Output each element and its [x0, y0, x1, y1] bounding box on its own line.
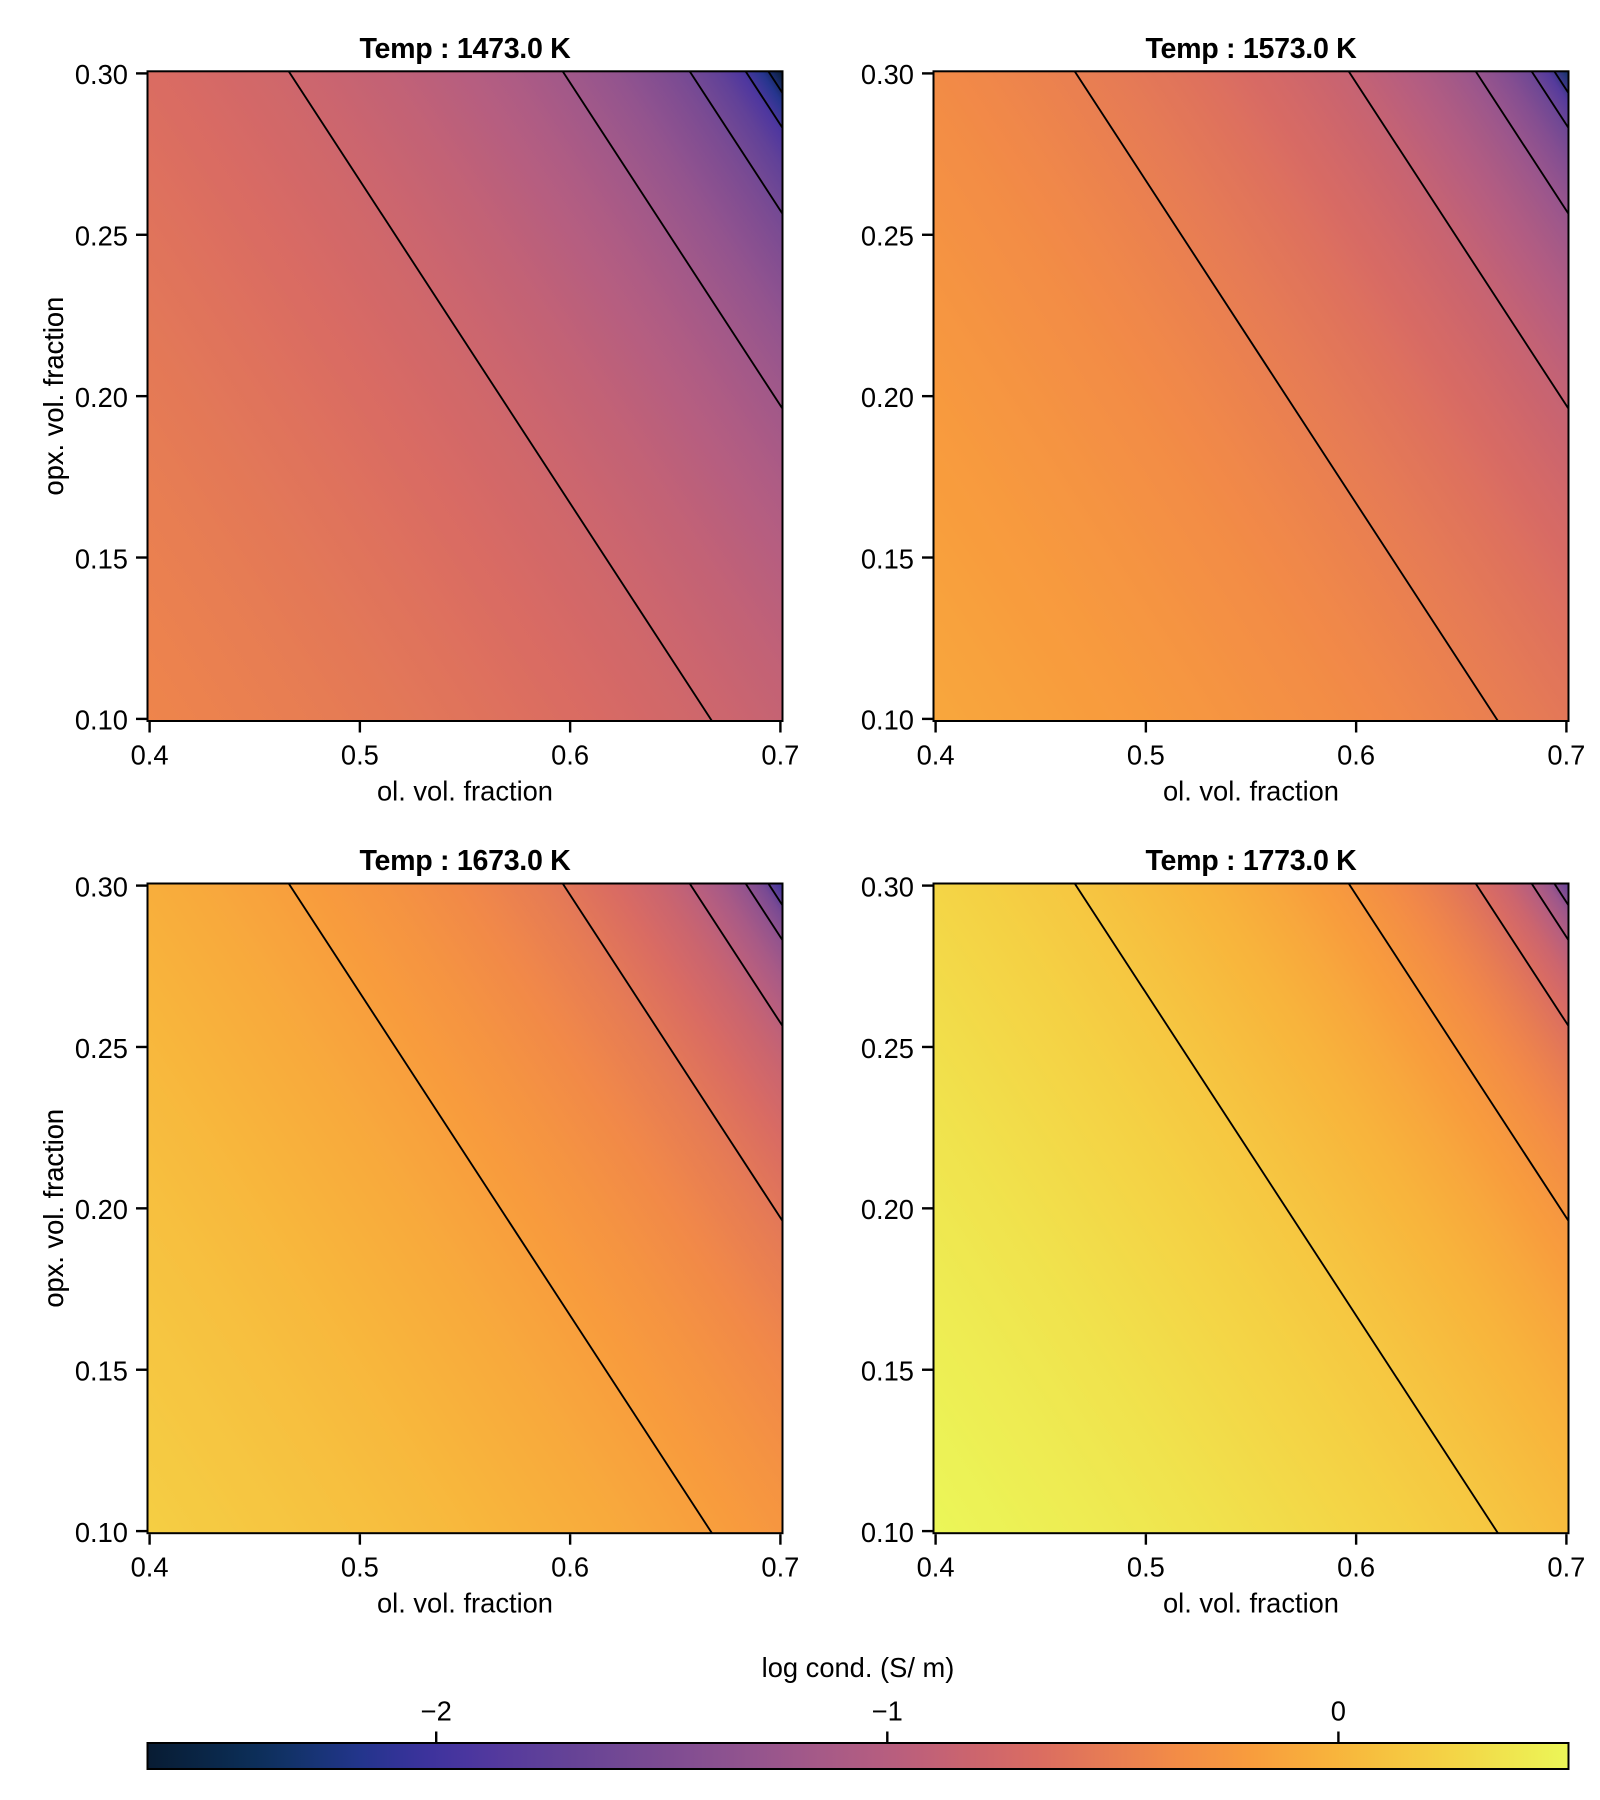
svg-text:0.10: 0.10 [861, 1517, 914, 1548]
svg-text:Temp : 1673.0 K: Temp : 1673.0 K [359, 845, 571, 877]
svg-text:−2: −2 [421, 1696, 452, 1727]
svg-text:ol. vol. fraction: ol. vol. fraction [1163, 1588, 1339, 1619]
svg-text:0.4: 0.4 [917, 1552, 955, 1583]
svg-text:0.6: 0.6 [1337, 1552, 1375, 1583]
svg-text:0.20: 0.20 [75, 382, 128, 413]
svg-text:0.20: 0.20 [75, 1194, 128, 1225]
svg-text:0.30: 0.30 [75, 59, 128, 90]
svg-text:0.25: 0.25 [75, 221, 128, 252]
svg-text:0.20: 0.20 [861, 1194, 914, 1225]
svg-text:−1: −1 [872, 1696, 903, 1727]
svg-text:ol. vol. fraction: ol. vol. fraction [1163, 776, 1339, 807]
svg-text:0.4: 0.4 [131, 1552, 169, 1583]
svg-text:opx. vol. fraction: opx. vol. fraction [38, 1109, 69, 1308]
svg-text:Temp : 1773.0 K: Temp : 1773.0 K [1145, 845, 1357, 877]
svg-text:Temp : 1473.0 K: Temp : 1473.0 K [359, 33, 571, 65]
svg-text:0.5: 0.5 [341, 740, 379, 771]
svg-text:opx. vol. fraction: opx. vol. fraction [38, 1109, 69, 1308]
svg-text:0.15: 0.15 [75, 1356, 128, 1387]
svg-text:ol. vol. fraction: ol. vol. fraction [377, 776, 553, 807]
svg-text:0.10: 0.10 [75, 705, 128, 736]
svg-text:ol. vol. fraction: ol. vol. fraction [377, 1588, 553, 1619]
svg-text:0.4: 0.4 [131, 740, 169, 771]
svg-text:0.25: 0.25 [75, 1033, 128, 1064]
svg-text:0.25: 0.25 [861, 221, 914, 252]
svg-text:log cond. (S/ m): log cond. (S/ m) [762, 1652, 955, 1683]
svg-text:0.10: 0.10 [861, 705, 914, 736]
svg-text:0.6: 0.6 [1337, 740, 1375, 771]
svg-text:0.7: 0.7 [1547, 740, 1585, 771]
svg-text:0.20: 0.20 [861, 382, 914, 413]
svg-text:0.7: 0.7 [761, 1552, 799, 1583]
svg-text:0.6: 0.6 [551, 740, 589, 771]
svg-text:0.7: 0.7 [1547, 1552, 1585, 1583]
svg-text:0.30: 0.30 [861, 59, 914, 90]
svg-text:0.7: 0.7 [761, 740, 799, 771]
svg-text:0.15: 0.15 [861, 543, 914, 574]
svg-text:0.10: 0.10 [75, 1517, 128, 1548]
svg-text:0.5: 0.5 [1127, 1552, 1165, 1583]
svg-text:0.5: 0.5 [1127, 740, 1165, 771]
svg-text:0.30: 0.30 [75, 871, 128, 902]
svg-text:0.5: 0.5 [341, 1552, 379, 1583]
svg-text:0.6: 0.6 [551, 1552, 589, 1583]
svg-text:0.4: 0.4 [917, 740, 955, 771]
svg-text:0.25: 0.25 [861, 1033, 914, 1064]
svg-text:opx. vol. fraction: opx. vol. fraction [38, 297, 69, 496]
svg-text:0.30: 0.30 [861, 871, 914, 902]
svg-text:Temp : 1573.0 K: Temp : 1573.0 K [1145, 33, 1357, 65]
svg-text:0.15: 0.15 [75, 543, 128, 574]
svg-text:0: 0 [1331, 1696, 1346, 1727]
svg-text:0.15: 0.15 [861, 1356, 914, 1387]
svg-text:opx. vol. fraction: opx. vol. fraction [38, 297, 69, 496]
